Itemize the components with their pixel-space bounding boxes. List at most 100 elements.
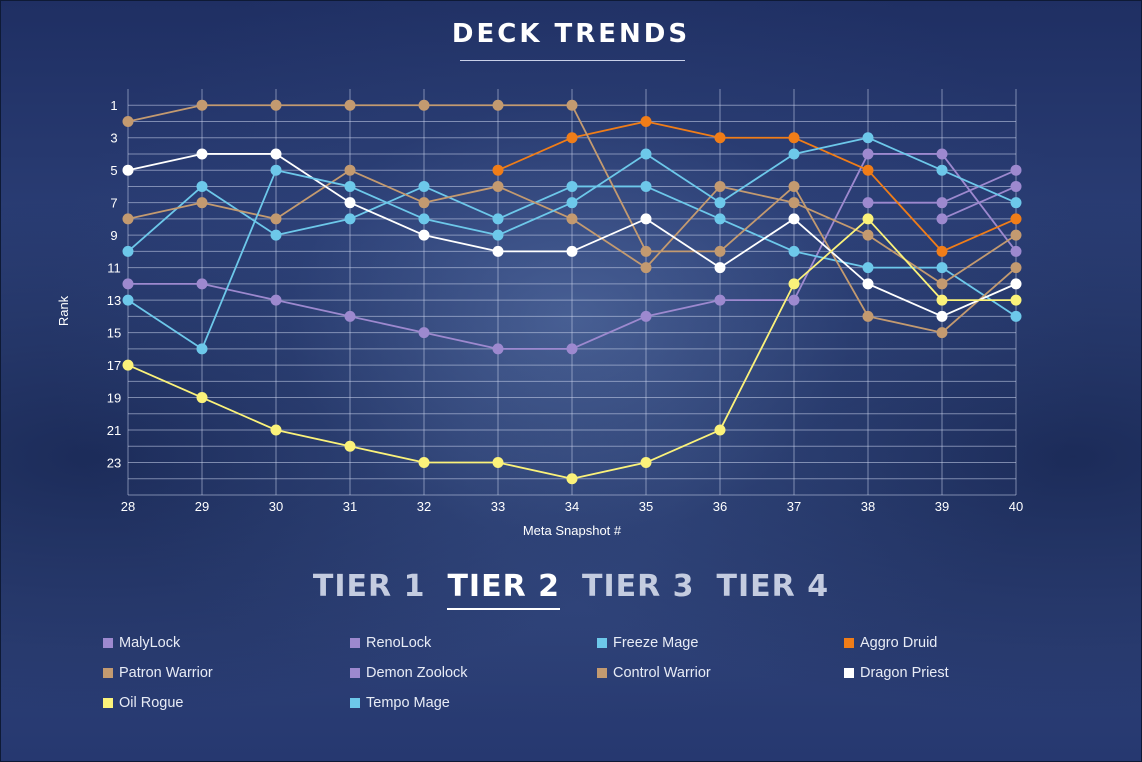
data-point[interactable]	[936, 278, 948, 290]
data-point[interactable]	[122, 115, 134, 127]
data-point[interactable]	[936, 327, 948, 339]
data-point[interactable]	[714, 424, 726, 436]
data-point[interactable]	[492, 99, 504, 111]
data-point[interactable]	[566, 473, 578, 485]
data-point[interactable]	[862, 213, 874, 225]
data-point[interactable]	[122, 294, 134, 306]
data-point[interactable]	[640, 457, 652, 469]
data-point[interactable]	[1010, 229, 1022, 241]
data-point[interactable]	[788, 132, 800, 144]
data-point[interactable]	[492, 343, 504, 355]
data-point[interactable]	[344, 180, 356, 192]
data-point[interactable]	[1010, 164, 1022, 176]
data-point[interactable]	[566, 245, 578, 257]
data-point[interactable]	[270, 99, 282, 111]
data-point[interactable]	[862, 132, 874, 144]
legend-item[interactable]: Control Warrior	[597, 664, 844, 682]
legend-item[interactable]: Oil Rogue	[103, 694, 350, 712]
data-point[interactable]	[270, 213, 282, 225]
data-point[interactable]	[936, 164, 948, 176]
data-point[interactable]	[862, 164, 874, 176]
data-point[interactable]	[714, 132, 726, 144]
data-point[interactable]	[566, 213, 578, 225]
data-point[interactable]	[640, 262, 652, 274]
data-point[interactable]	[714, 213, 726, 225]
data-point[interactable]	[122, 213, 134, 225]
legend-item[interactable]: Patron Warrior	[103, 664, 350, 682]
data-point[interactable]	[936, 197, 948, 209]
data-point[interactable]	[418, 229, 430, 241]
data-point[interactable]	[344, 164, 356, 176]
data-point[interactable]	[122, 278, 134, 290]
data-point[interactable]	[196, 278, 208, 290]
legend-item[interactable]: Freeze Mage	[597, 634, 844, 652]
data-point[interactable]	[1010, 213, 1022, 225]
data-point[interactable]	[1010, 310, 1022, 322]
data-point[interactable]	[344, 440, 356, 452]
data-point[interactable]	[1010, 245, 1022, 257]
data-point[interactable]	[862, 148, 874, 160]
tab-tier-2[interactable]: TIER 2	[447, 569, 560, 610]
legend-item[interactable]: MalyLock	[103, 634, 350, 652]
data-point[interactable]	[788, 278, 800, 290]
tab-tier-4[interactable]: TIER 4	[716, 569, 830, 604]
legend-item[interactable]: Aggro Druid	[844, 634, 1091, 652]
data-point[interactable]	[418, 99, 430, 111]
data-point[interactable]	[196, 197, 208, 209]
data-point[interactable]	[270, 294, 282, 306]
legend-item[interactable]: RenoLock	[350, 634, 597, 652]
data-point[interactable]	[936, 148, 948, 160]
legend-item[interactable]: Dragon Priest	[844, 664, 1091, 682]
data-point[interactable]	[788, 213, 800, 225]
data-point[interactable]	[418, 457, 430, 469]
tab-tier-3[interactable]: TIER 3	[582, 569, 695, 604]
data-point[interactable]	[640, 180, 652, 192]
data-point[interactable]	[492, 229, 504, 241]
data-point[interactable]	[566, 180, 578, 192]
data-point[interactable]	[344, 99, 356, 111]
data-point[interactable]	[1010, 278, 1022, 290]
data-point[interactable]	[788, 197, 800, 209]
data-point[interactable]	[270, 164, 282, 176]
data-point[interactable]	[196, 99, 208, 111]
data-point[interactable]	[270, 424, 282, 436]
data-point[interactable]	[418, 180, 430, 192]
data-point[interactable]	[640, 115, 652, 127]
data-point[interactable]	[714, 245, 726, 257]
data-point[interactable]	[492, 457, 504, 469]
tab-tier-1[interactable]: TIER 1	[312, 569, 426, 604]
data-point[interactable]	[640, 310, 652, 322]
data-point[interactable]	[196, 392, 208, 404]
data-point[interactable]	[936, 310, 948, 322]
data-point[interactable]	[196, 180, 208, 192]
data-point[interactable]	[862, 310, 874, 322]
data-point[interactable]	[640, 245, 652, 257]
data-point[interactable]	[196, 148, 208, 160]
data-point[interactable]	[492, 180, 504, 192]
data-point[interactable]	[492, 213, 504, 225]
data-point[interactable]	[640, 213, 652, 225]
data-point[interactable]	[936, 213, 948, 225]
data-point[interactable]	[492, 164, 504, 176]
data-point[interactable]	[1010, 294, 1022, 306]
data-point[interactable]	[714, 262, 726, 274]
data-point[interactable]	[1010, 180, 1022, 192]
data-point[interactable]	[714, 197, 726, 209]
data-point[interactable]	[566, 132, 578, 144]
data-point[interactable]	[862, 197, 874, 209]
data-point[interactable]	[640, 148, 652, 160]
data-point[interactable]	[418, 327, 430, 339]
data-point[interactable]	[418, 213, 430, 225]
data-point[interactable]	[270, 148, 282, 160]
data-point[interactable]	[566, 343, 578, 355]
data-point[interactable]	[122, 245, 134, 257]
data-point[interactable]	[862, 262, 874, 274]
data-point[interactable]	[862, 278, 874, 290]
legend-item[interactable]: Demon Zoolock	[350, 664, 597, 682]
data-point[interactable]	[270, 229, 282, 241]
data-point[interactable]	[862, 229, 874, 241]
data-point[interactable]	[1010, 197, 1022, 209]
data-point[interactable]	[936, 262, 948, 274]
data-point[interactable]	[122, 359, 134, 371]
data-point[interactable]	[418, 197, 430, 209]
